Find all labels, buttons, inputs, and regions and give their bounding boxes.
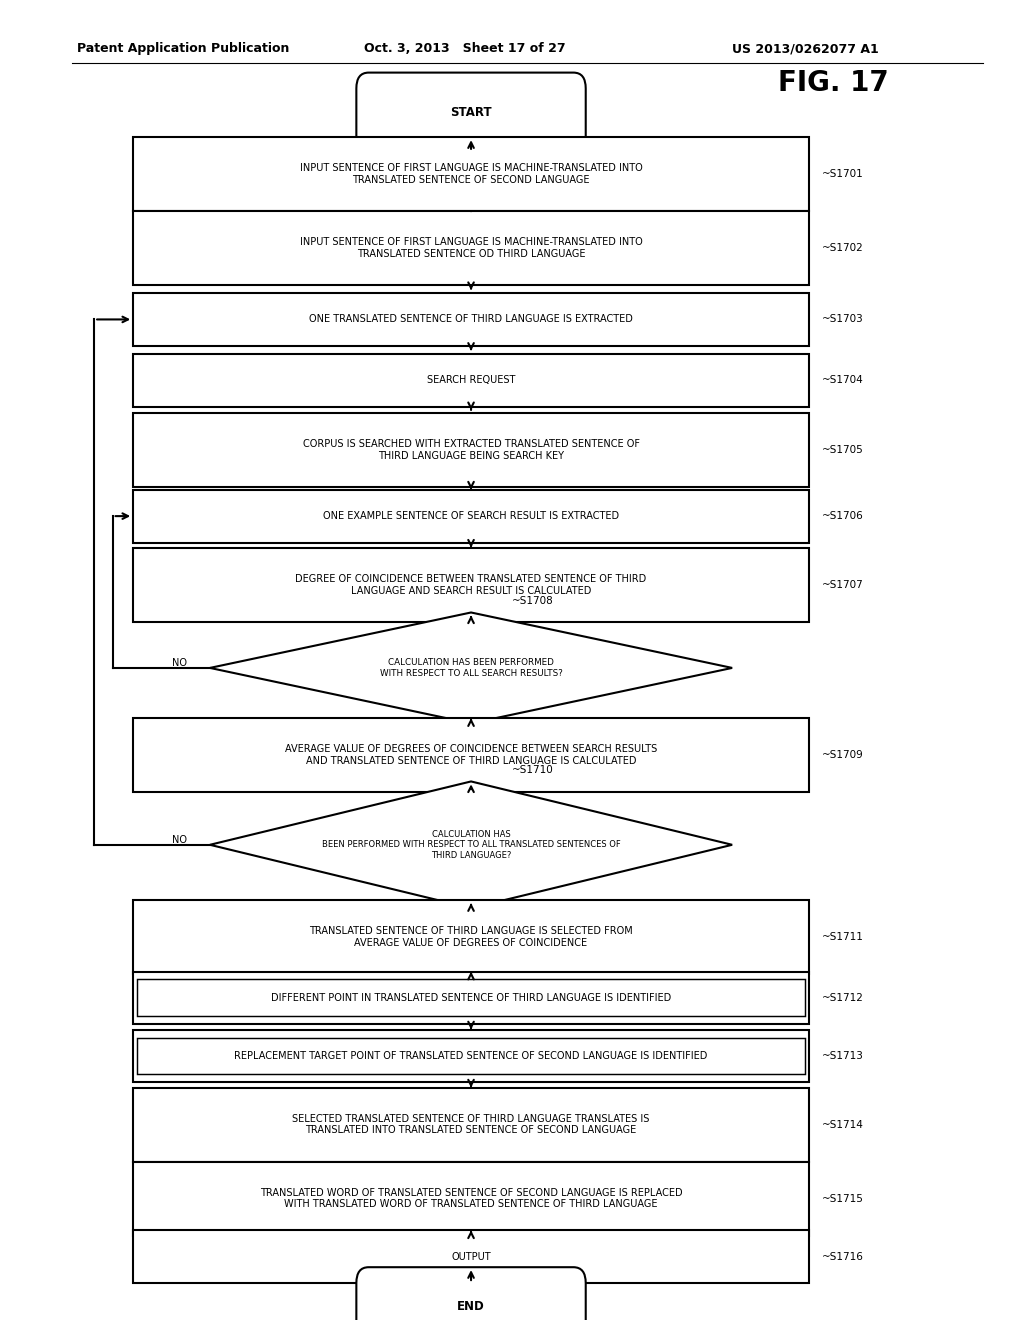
Text: ~S1715: ~S1715 (822, 1193, 864, 1204)
FancyBboxPatch shape (133, 1162, 809, 1236)
Text: FIG. 17: FIG. 17 (778, 69, 889, 96)
FancyBboxPatch shape (356, 1267, 586, 1320)
FancyBboxPatch shape (133, 1230, 809, 1283)
FancyBboxPatch shape (356, 73, 586, 152)
Text: ~S1704: ~S1704 (822, 375, 864, 385)
Text: ~S1703: ~S1703 (822, 314, 864, 325)
Text: US 2013/0262077 A1: US 2013/0262077 A1 (732, 42, 879, 55)
Text: NO: NO (172, 657, 187, 668)
Text: ~S1716: ~S1716 (822, 1251, 864, 1262)
FancyBboxPatch shape (133, 293, 809, 346)
Text: START: START (451, 106, 492, 119)
FancyBboxPatch shape (133, 211, 809, 285)
Text: INPUT SENTENCE OF FIRST LANGUAGE IS MACHINE-TRANSLATED INTO
TRANSLATED SENTENCE : INPUT SENTENCE OF FIRST LANGUAGE IS MACH… (300, 238, 642, 259)
Text: Oct. 3, 2013   Sheet 17 of 27: Oct. 3, 2013 Sheet 17 of 27 (364, 42, 565, 55)
FancyBboxPatch shape (133, 1088, 809, 1162)
Text: ~S1709: ~S1709 (822, 750, 864, 760)
Text: YES: YES (481, 916, 500, 927)
Text: ~S1710: ~S1710 (512, 764, 554, 775)
Text: END: END (457, 1300, 485, 1313)
Text: NO: NO (172, 834, 187, 845)
Text: ~S1705: ~S1705 (822, 445, 864, 455)
FancyBboxPatch shape (133, 972, 809, 1024)
Text: YES: YES (481, 731, 500, 742)
Text: ~S1714: ~S1714 (822, 1119, 864, 1130)
Text: REPLACEMENT TARGET POINT OF TRANSLATED SENTENCE OF SECOND LANGUAGE IS IDENTIFIED: REPLACEMENT TARGET POINT OF TRANSLATED S… (234, 1051, 708, 1061)
Text: CALCULATION HAS BEEN PERFORMED
WITH RESPECT TO ALL SEARCH RESULTS?: CALCULATION HAS BEEN PERFORMED WITH RESP… (380, 659, 562, 677)
Text: SEARCH REQUEST: SEARCH REQUEST (427, 375, 515, 385)
Text: SELECTED TRANSLATED SENTENCE OF THIRD LANGUAGE TRANSLATES IS
TRANSLATED INTO TRA: SELECTED TRANSLATED SENTENCE OF THIRD LA… (293, 1114, 649, 1135)
Text: OUTPUT: OUTPUT (452, 1251, 490, 1262)
Text: CORPUS IS SEARCHED WITH EXTRACTED TRANSLATED SENTENCE OF
THIRD LANGUAGE BEING SE: CORPUS IS SEARCHED WITH EXTRACTED TRANSL… (302, 440, 640, 461)
FancyBboxPatch shape (133, 548, 809, 622)
Polygon shape (210, 781, 732, 908)
FancyBboxPatch shape (133, 900, 809, 974)
FancyBboxPatch shape (133, 413, 809, 487)
Text: ~S1702: ~S1702 (822, 243, 864, 253)
FancyBboxPatch shape (133, 354, 809, 407)
FancyBboxPatch shape (133, 490, 809, 543)
FancyBboxPatch shape (133, 137, 809, 211)
Text: INPUT SENTENCE OF FIRST LANGUAGE IS MACHINE-TRANSLATED INTO
TRANSLATED SENTENCE : INPUT SENTENCE OF FIRST LANGUAGE IS MACH… (300, 164, 642, 185)
Text: ~S1707: ~S1707 (822, 579, 864, 590)
Text: CALCULATION HAS
BEEN PERFORMED WITH RESPECT TO ALL TRANSLATED SENTENCES OF
THIRD: CALCULATION HAS BEEN PERFORMED WITH RESP… (322, 830, 621, 859)
Text: ONE EXAMPLE SENTENCE OF SEARCH RESULT IS EXTRACTED: ONE EXAMPLE SENTENCE OF SEARCH RESULT IS… (323, 511, 620, 521)
Text: Patent Application Publication: Patent Application Publication (77, 42, 289, 55)
Text: ~S1701: ~S1701 (822, 169, 864, 180)
Text: TRANSLATED WORD OF TRANSLATED SENTENCE OF SECOND LANGUAGE IS REPLACED
WITH TRANS: TRANSLATED WORD OF TRANSLATED SENTENCE O… (260, 1188, 682, 1209)
Text: AVERAGE VALUE OF DEGREES OF COINCIDENCE BETWEEN SEARCH RESULTS
AND TRANSLATED SE: AVERAGE VALUE OF DEGREES OF COINCIDENCE … (285, 744, 657, 766)
Text: ~S1713: ~S1713 (822, 1051, 864, 1061)
Text: ~S1712: ~S1712 (822, 993, 864, 1003)
Text: TRANSLATED SENTENCE OF THIRD LANGUAGE IS SELECTED FROM
AVERAGE VALUE OF DEGREES : TRANSLATED SENTENCE OF THIRD LANGUAGE IS… (309, 927, 633, 948)
Polygon shape (210, 612, 732, 723)
Text: ~S1706: ~S1706 (822, 511, 864, 521)
Text: ONE TRANSLATED SENTENCE OF THIRD LANGUAGE IS EXTRACTED: ONE TRANSLATED SENTENCE OF THIRD LANGUAG… (309, 314, 633, 325)
FancyBboxPatch shape (133, 1030, 809, 1082)
Text: DIFFERENT POINT IN TRANSLATED SENTENCE OF THIRD LANGUAGE IS IDENTIFIED: DIFFERENT POINT IN TRANSLATED SENTENCE O… (271, 993, 671, 1003)
Text: ~S1708: ~S1708 (512, 595, 554, 606)
FancyBboxPatch shape (133, 718, 809, 792)
Text: ~S1711: ~S1711 (822, 932, 864, 942)
Text: DEGREE OF COINCIDENCE BETWEEN TRANSLATED SENTENCE OF THIRD
LANGUAGE AND SEARCH R: DEGREE OF COINCIDENCE BETWEEN TRANSLATED… (295, 574, 647, 595)
